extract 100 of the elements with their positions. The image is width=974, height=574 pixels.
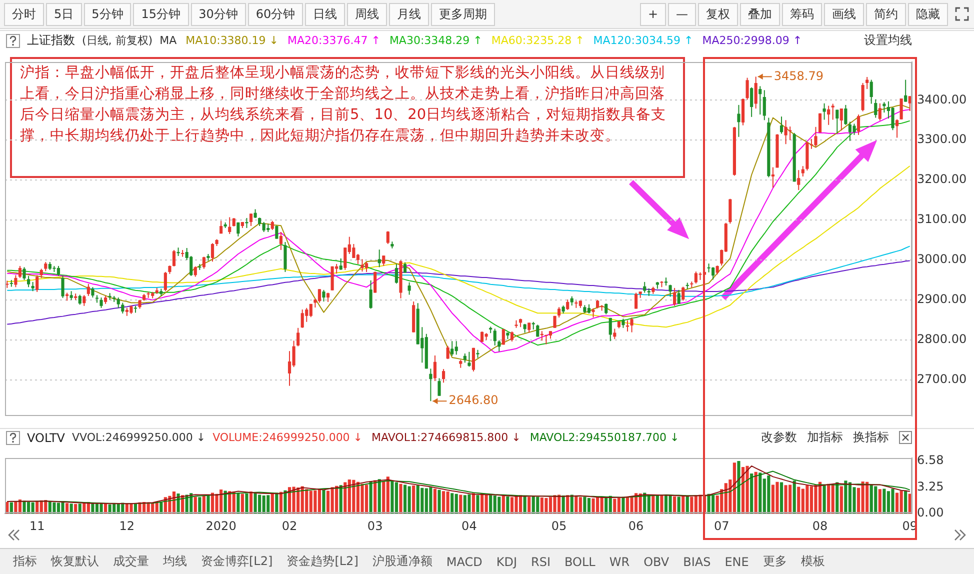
annotation: 3458.79 — [774, 68, 824, 83]
bar — [797, 486, 800, 514]
bar — [206, 495, 210, 514]
bar — [822, 484, 826, 514]
bar — [433, 488, 437, 514]
bar — [544, 498, 548, 514]
bar — [806, 485, 809, 514]
text: 资金趋势[L2] — [286, 553, 360, 570]
y-tick-label: 0.00 — [917, 506, 944, 520]
bar — [446, 492, 450, 514]
bar — [750, 473, 754, 514]
bar — [548, 497, 552, 514]
text: 30分钟 — [190, 2, 246, 26]
bar — [886, 491, 890, 514]
text: 恢复默认 — [50, 553, 100, 570]
bar — [408, 486, 411, 514]
text: MAVOL2:294550187.700 ↓ — [530, 431, 680, 444]
bar — [870, 484, 873, 514]
text: MA60:3235.28 ↑ — [491, 34, 584, 47]
bar — [690, 496, 694, 514]
bar — [528, 496, 531, 514]
bar — [309, 490, 312, 514]
bar — [707, 494, 710, 514]
bar — [194, 496, 197, 514]
bar — [668, 496, 672, 514]
text: 筹码 — [782, 2, 822, 26]
bar — [622, 496, 625, 514]
text: 更多 — [762, 553, 788, 570]
bar — [130, 504, 133, 514]
bar — [489, 495, 492, 514]
bar — [891, 488, 894, 514]
bar — [412, 486, 416, 514]
bar — [878, 489, 882, 514]
bar — [420, 488, 424, 514]
bar — [776, 482, 779, 514]
bar — [100, 503, 103, 514]
bar — [746, 466, 749, 514]
bar — [758, 472, 762, 514]
bar — [254, 492, 257, 514]
text: 叠加 — [740, 2, 780, 26]
text: 60分钟 — [248, 2, 304, 26]
bar — [583, 496, 586, 514]
bar — [514, 496, 518, 514]
legend-title: MA — [160, 34, 177, 47]
text: 周线 — [347, 2, 388, 26]
bar — [801, 488, 804, 514]
x-tick-label: 05 — [551, 518, 567, 533]
bar — [463, 495, 466, 514]
text: VOLUME:246999250.000 ↓ — [212, 431, 363, 444]
text: 均线 — [162, 553, 188, 570]
bar — [498, 496, 501, 514]
candlestick — [476, 349, 480, 358]
text: 复权 — [698, 2, 738, 26]
bar — [386, 476, 390, 514]
text: 资金博弈[L2] — [200, 553, 274, 570]
y-tick-label: 3400.00 — [917, 92, 967, 106]
y-tick-label: 2800.00 — [917, 332, 967, 346]
x-tick-label: 04 — [462, 518, 477, 533]
text: MA120:3034.59 ↑ — [593, 34, 694, 47]
y-tick-label: 2700.00 — [917, 372, 967, 386]
bar — [895, 492, 899, 514]
text: 日线 — [305, 2, 346, 26]
bar — [660, 495, 664, 514]
bar — [215, 494, 218, 514]
y-tick-label: 6.58 — [917, 452, 944, 467]
text: 月线 — [389, 2, 430, 26]
text: 成交量 — [112, 553, 150, 570]
x-tick-label: 11 — [29, 518, 45, 533]
bar — [198, 497, 202, 514]
text: OBV — [642, 554, 670, 568]
x-tick-label: 06 — [628, 518, 644, 533]
bar — [831, 484, 834, 514]
bar — [737, 461, 740, 514]
bar — [468, 494, 471, 514]
x-tick-label: 12 — [119, 518, 135, 533]
bar — [459, 494, 462, 514]
y-tick-label: 2900.00 — [917, 292, 967, 306]
bar — [540, 498, 544, 514]
y-tick-label: 3300.00 — [917, 132, 967, 146]
bar — [176, 494, 180, 514]
bar — [673, 496, 676, 514]
bar — [442, 491, 446, 514]
bar — [882, 488, 886, 514]
text: 隐藏 — [908, 2, 948, 26]
text: MA10:3380.19 ↓ — [186, 34, 279, 47]
bar — [754, 472, 758, 514]
bar — [314, 490, 317, 514]
bar — [202, 496, 206, 514]
bar — [292, 486, 296, 514]
text: 画线 — [824, 2, 864, 26]
y-tick-label: 3100.00 — [917, 212, 967, 226]
bar — [578, 497, 582, 514]
x-tick-label: 08 — [812, 518, 828, 533]
bar — [613, 498, 616, 514]
bar — [900, 490, 903, 514]
text: 换指标 — [853, 429, 889, 446]
text: 分时 — [4, 2, 44, 26]
x-tick-label: 03 — [367, 518, 383, 533]
bar — [767, 475, 770, 514]
bar — [360, 484, 364, 514]
